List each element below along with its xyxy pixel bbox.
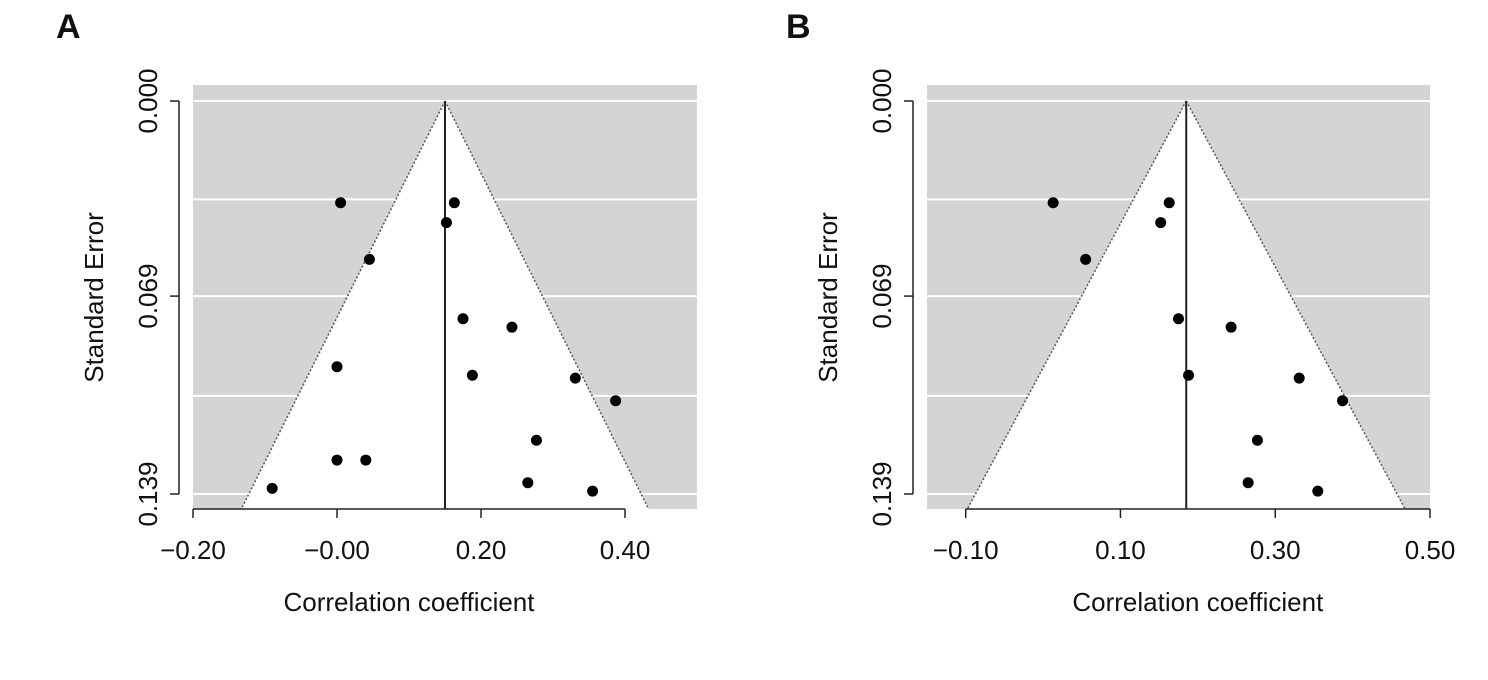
study-point [1173, 313, 1184, 325]
study-point [331, 361, 343, 373]
panel-label: B [786, 8, 811, 46]
study-point [363, 253, 375, 265]
study-point [1251, 434, 1263, 446]
study-point [569, 372, 581, 384]
y-tick-label: 0.000 [133, 68, 163, 133]
study-point [1225, 321, 1237, 333]
study-point [610, 395, 622, 407]
panel-b: B −0.10 0.10 0.30 0.50 Correlation coefficie… [744, 0, 1488, 680]
study-point [440, 217, 452, 229]
x-tick-label: 0.10 [1095, 535, 1146, 565]
study-point [1312, 485, 1324, 497]
funnel-plot-b: −0.10 0.10 0.30 0.50 Correlation coefficient… [813, 68, 1456, 617]
x-tick-label: 0.20 [456, 535, 507, 565]
funnel-plot-a: −0.20 −0.00 0.20 0.40 Correlation coefficien… [79, 68, 697, 617]
y-axis-title: Standard Error [79, 212, 109, 383]
study-point [1293, 372, 1305, 384]
study-point [587, 485, 599, 497]
panel-a: A −0.20 −0.00 0.20 0.40 Correlation coeffici… [56, 8, 697, 617]
study-point [530, 434, 542, 446]
x-tick-label: 0.50 [1405, 535, 1456, 565]
y-tick-label: 0.069 [867, 264, 897, 329]
study-point [522, 477, 534, 489]
study-point [331, 454, 343, 466]
study-point [448, 197, 460, 209]
study-point [1047, 197, 1059, 209]
study-point [506, 321, 518, 333]
x-tick-label: 0.40 [600, 535, 651, 565]
study-point [457, 313, 469, 325]
study-point [1242, 477, 1254, 489]
study-point [466, 369, 478, 381]
y-tick-label: 0.139 [867, 461, 897, 526]
study-point [360, 454, 372, 466]
x-tick-label: 0.30 [1250, 535, 1301, 565]
study-point [1163, 197, 1175, 209]
study-point [266, 482, 278, 494]
y-tick-label: 0.000 [867, 68, 897, 133]
y-axis-title: Standard Error [813, 212, 843, 383]
study-point [1155, 217, 1167, 229]
y-tick-label: 0.069 [133, 264, 163, 329]
study-point [1337, 395, 1349, 407]
study-point [1183, 369, 1195, 381]
study-point [1080, 253, 1092, 265]
panel-label: A [56, 8, 81, 46]
funnel-right-edge [1185, 100, 1406, 510]
x-axis-title: Correlation coefficient [284, 587, 536, 617]
study-point [335, 197, 347, 209]
x-tick-label: −0.20 [160, 535, 226, 565]
y-tick-label: 0.139 [133, 461, 163, 526]
funnel-left-edge [966, 100, 1187, 510]
x-tick-label: −0.00 [304, 535, 370, 565]
x-tick-label: −0.10 [933, 535, 999, 565]
x-axis-title: Correlation coefficient [1072, 587, 1324, 617]
